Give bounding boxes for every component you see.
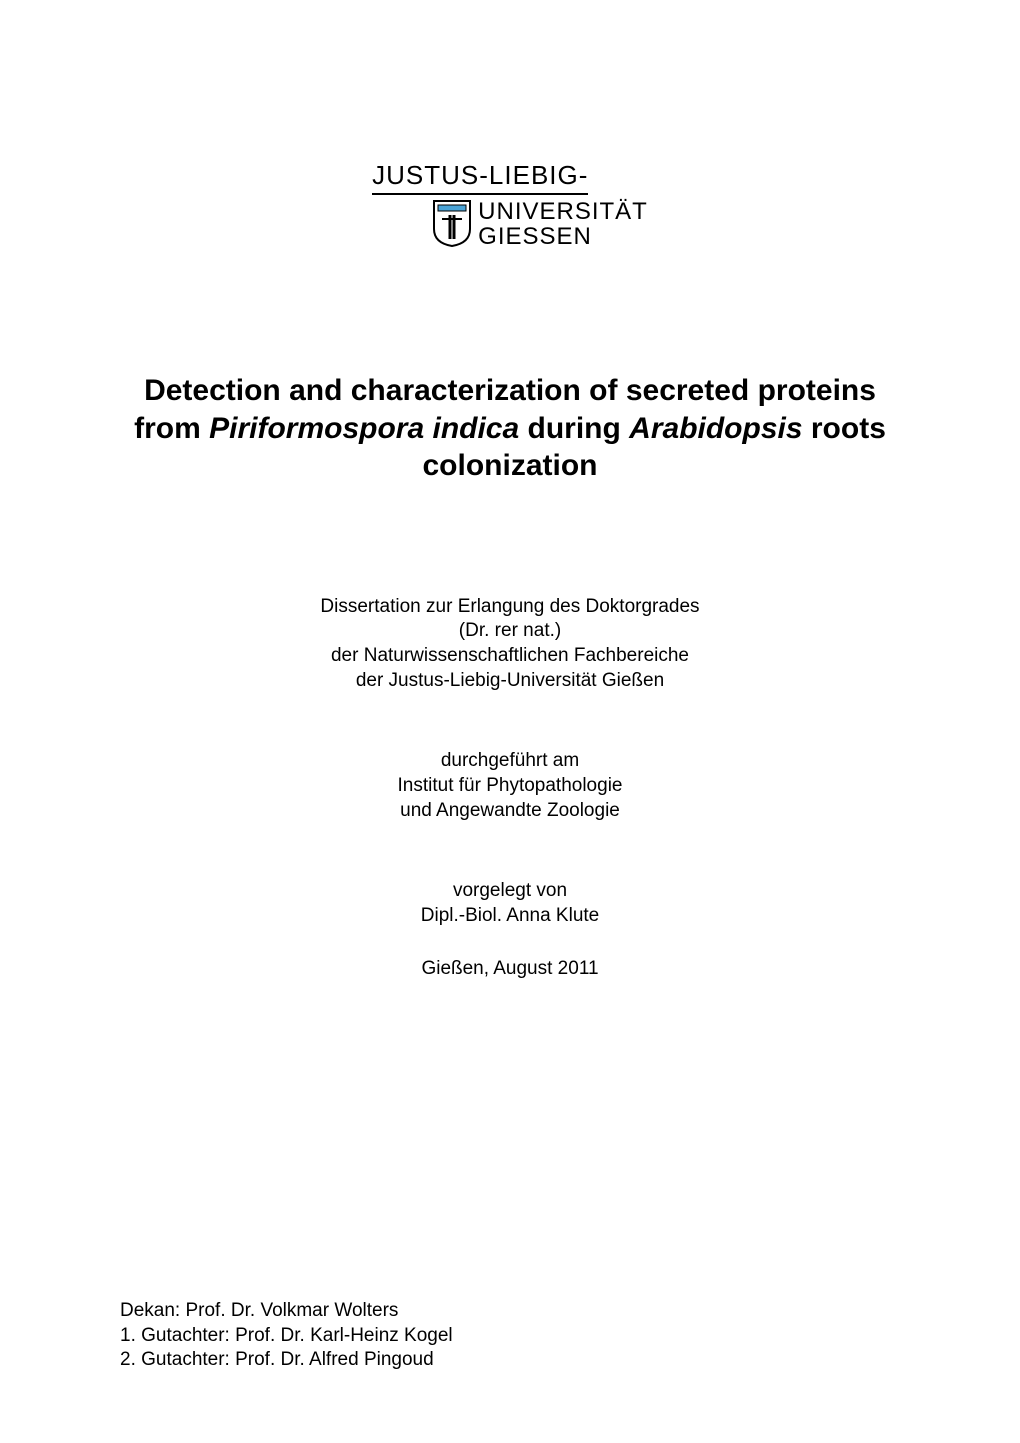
inst-l2: Institut für Phytopathologie — [120, 774, 900, 799]
title-l2-it1: Piriformospora indica — [209, 412, 519, 445]
diss-l4: der Justus-Liebig-Universität Gießen — [120, 669, 900, 694]
logo-inner: JUSTUS-LIEBIG- UNIVERSITÄT GIESSEN — [372, 160, 648, 249]
date-block: Gießen, August 2011 — [120, 957, 900, 982]
inst-l3: und Angewandte Zoologie — [120, 799, 900, 824]
title-l2-pre: from — [134, 412, 209, 445]
footer-l3: 2. Gutachter: Prof. Dr. Alfred Pingoud — [120, 1348, 453, 1373]
diss-l1: Dissertation zur Erlangung des Doktorgra… — [120, 595, 900, 620]
title-l2-post: roots — [803, 412, 886, 445]
inst-l1: durchgeführt am — [120, 749, 900, 774]
institute-block: durchgeführt am Institut für Phytopathol… — [120, 749, 900, 823]
logo-line-3: GIESSEN — [478, 224, 648, 249]
author-block: vorgelegt von Dipl.-Biol. Anna Klute — [120, 879, 900, 928]
logo-top-line: JUSTUS-LIEBIG- — [372, 160, 588, 195]
dissertation-block: Dissertation zur Erlangung des Doktorgra… — [120, 595, 900, 694]
title-line-1: Detection and characterization of secret… — [120, 372, 900, 410]
title-l2-mid: during — [519, 412, 629, 445]
thesis-title: Detection and characterization of secret… — [120, 372, 900, 485]
footer-l2: 1. Gutachter: Prof. Dr. Karl-Heinz Kogel — [120, 1324, 453, 1349]
title-line-3: colonization — [120, 447, 900, 485]
logo-line-2: UNIVERSITÄT — [478, 199, 648, 224]
title-line-2: from Piriformospora indica during Arabid… — [120, 410, 900, 448]
author-l2: Dipl.-Biol. Anna Klute — [120, 904, 900, 929]
committee-footer: Dekan: Prof. Dr. Volkmar Wolters 1. Guta… — [120, 1299, 453, 1373]
shield-icon — [432, 199, 472, 247]
logo-right-text: UNIVERSITÄT GIESSEN — [478, 199, 648, 249]
title-l2-it2: Arabidopsis — [629, 412, 802, 445]
author-l1: vorgelegt von — [120, 879, 900, 904]
footer-l1: Dekan: Prof. Dr. Volkmar Wolters — [120, 1299, 453, 1324]
university-logo: JUSTUS-LIEBIG- UNIVERSITÄT GIESSEN — [120, 160, 900, 252]
diss-l3: der Naturwissenschaftlichen Fachbereiche — [120, 644, 900, 669]
diss-l2: (Dr. rer nat.) — [120, 619, 900, 644]
date-l1: Gießen, August 2011 — [120, 957, 900, 982]
logo-bottom-row: UNIVERSITÄT GIESSEN — [432, 199, 648, 249]
title-page: JUSTUS-LIEBIG- UNIVERSITÄT GIESSEN Detec… — [0, 0, 1020, 1443]
